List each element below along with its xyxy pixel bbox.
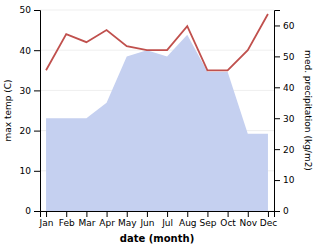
axis-domain [275, 11, 281, 212]
tick-mark [274, 180, 280, 181]
tick-mark [274, 87, 280, 88]
tick-label: 20 [20, 126, 32, 136]
tick: Jan [39, 211, 54, 228]
tick: Nov [239, 211, 257, 228]
tick: Sep [199, 211, 216, 228]
tick-label: 10 [283, 175, 295, 185]
tick-label: 40 [283, 83, 295, 93]
grid [40, 10, 274, 211]
tick-label: Jun [139, 218, 154, 228]
tick-label: 60 [283, 21, 295, 31]
tick: Jun [139, 211, 154, 228]
tick: 40 [274, 83, 295, 93]
tick-mark [127, 211, 128, 217]
tick: 40 [20, 46, 40, 56]
tick-label: Mar [78, 218, 95, 228]
y2-axis-title: med. precipitation (kg/m2) [303, 50, 313, 171]
tick-label: Jul [161, 218, 173, 228]
tick-label: Jan [39, 218, 54, 228]
tick-label: 20 [283, 145, 295, 155]
tick-label: 30 [283, 114, 295, 124]
tick-label: Dec [260, 218, 277, 228]
chart: Jan FebMar AprMayJun Jul AugSep OctNovDec 0 10 2… [0, 0, 318, 247]
x-axis: Jan FebMar AprMayJun Jul AugSep OctNovDec [39, 211, 278, 228]
tick-mark [274, 56, 280, 57]
tick: 0 [25, 206, 40, 216]
tick: Oct [220, 211, 236, 228]
tick-mark [34, 10, 40, 11]
tick-label: 50 [283, 52, 295, 62]
tick-mark [147, 211, 148, 217]
axis-domain [41, 212, 275, 218]
tick-mark [228, 211, 229, 217]
tick-mark [34, 211, 40, 212]
tick-label: 40 [20, 46, 32, 56]
tick-mark [34, 171, 40, 172]
tick-mark [268, 211, 269, 217]
tick-mark [66, 211, 67, 217]
tick-label: Feb [59, 218, 75, 228]
tick-label: Aug [179, 218, 197, 228]
tick-mark [167, 211, 168, 217]
tick-mark [34, 50, 40, 51]
tick: May [118, 211, 137, 228]
tick-label: Oct [220, 218, 236, 228]
tick: Aug [179, 211, 197, 228]
tick: 30 [20, 86, 40, 96]
tick: 50 [20, 5, 40, 15]
tick-label: Nov [239, 218, 257, 228]
temperature-line [46, 14, 268, 70]
tick-label: 10 [20, 166, 32, 176]
tick: 0 [274, 206, 289, 216]
tick-mark [46, 211, 47, 217]
tick-mark [207, 211, 208, 217]
tick: 50 [274, 52, 295, 62]
tick: 20 [20, 126, 40, 136]
tick: 20 [274, 145, 295, 155]
y-axis-title: max temp (C) [3, 79, 13, 141]
tick-label: May [118, 218, 137, 228]
tick: 10 [274, 175, 295, 185]
plot-area: Jan FebMar AprMayJun Jul AugSep OctNovDec 0 10 2… [3, 5, 313, 244]
tick: Jul [161, 211, 173, 228]
tick-mark [274, 149, 280, 150]
tick: Dec [260, 211, 277, 228]
tick-label: Apr [99, 218, 115, 228]
precipitation-area [46, 35, 268, 211]
tick-mark [187, 211, 188, 217]
tick-mark [274, 118, 280, 119]
tick-label: 0 [25, 206, 31, 216]
tick-mark [34, 90, 40, 91]
tick: Feb [59, 211, 75, 228]
tick: Mar [78, 211, 95, 228]
tick-label: 30 [20, 86, 32, 96]
tick: 60 [274, 21, 295, 31]
tick-label: Sep [199, 218, 216, 228]
x-axis-title: date (month) [120, 233, 194, 244]
tick: Apr [99, 211, 115, 228]
tick-mark [34, 131, 40, 132]
tick-label: 50 [20, 5, 32, 15]
y-axis: 0 10 20 30 40 50 [20, 5, 41, 216]
tick: 10 [20, 166, 40, 176]
tick-mark [107, 211, 108, 217]
tick-mark [274, 211, 280, 212]
tick-mark [248, 211, 249, 217]
tick-label: 0 [283, 206, 289, 216]
tick: 30 [274, 114, 295, 124]
y2-axis: 0 10 20 30 40 50 60 [274, 11, 295, 217]
tick-mark [274, 25, 280, 26]
grid-line [40, 10, 274, 11]
axis-domain [34, 11, 41, 212]
marks [46, 14, 268, 211]
tick-mark [86, 211, 87, 217]
